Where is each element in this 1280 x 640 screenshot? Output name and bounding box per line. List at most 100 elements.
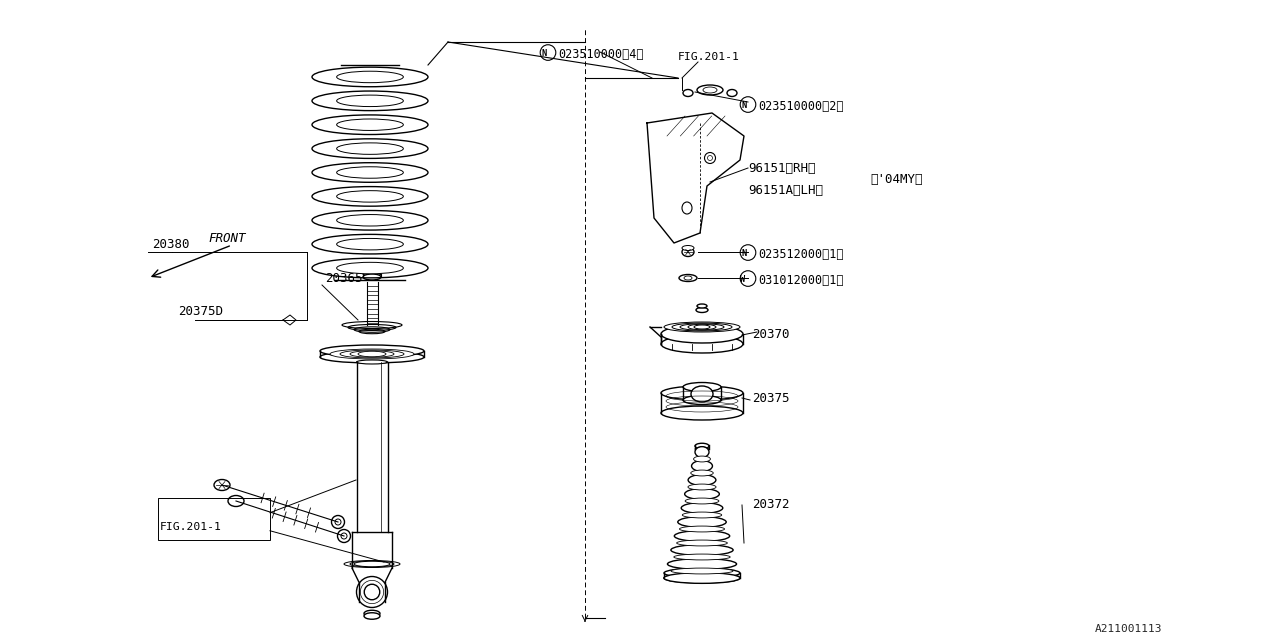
Ellipse shape bbox=[364, 612, 380, 620]
Ellipse shape bbox=[681, 502, 723, 513]
Ellipse shape bbox=[691, 461, 713, 471]
Ellipse shape bbox=[660, 386, 742, 400]
Ellipse shape bbox=[687, 484, 716, 490]
Ellipse shape bbox=[682, 512, 722, 518]
Text: N: N bbox=[741, 248, 746, 257]
Ellipse shape bbox=[337, 71, 403, 83]
Ellipse shape bbox=[682, 202, 692, 214]
Ellipse shape bbox=[337, 119, 403, 131]
Ellipse shape bbox=[664, 573, 740, 583]
Ellipse shape bbox=[664, 322, 740, 332]
Ellipse shape bbox=[684, 383, 721, 392]
Circle shape bbox=[704, 152, 716, 163]
Text: 20375: 20375 bbox=[753, 392, 790, 405]
Ellipse shape bbox=[695, 447, 709, 451]
Text: 20370: 20370 bbox=[753, 328, 790, 341]
Ellipse shape bbox=[691, 386, 713, 402]
Text: 20375D: 20375D bbox=[178, 305, 223, 318]
Text: N: N bbox=[541, 49, 547, 58]
Ellipse shape bbox=[337, 143, 403, 154]
Ellipse shape bbox=[364, 274, 381, 280]
Circle shape bbox=[740, 97, 755, 113]
Ellipse shape bbox=[660, 335, 742, 353]
Text: －'04MY〉: －'04MY〉 bbox=[870, 173, 923, 186]
Ellipse shape bbox=[698, 304, 707, 308]
Circle shape bbox=[338, 529, 351, 543]
Ellipse shape bbox=[703, 87, 717, 93]
Ellipse shape bbox=[664, 573, 740, 583]
Ellipse shape bbox=[357, 360, 388, 364]
Ellipse shape bbox=[680, 526, 724, 532]
Ellipse shape bbox=[660, 325, 742, 343]
Ellipse shape bbox=[664, 568, 740, 578]
Text: FRONT: FRONT bbox=[209, 232, 246, 245]
Ellipse shape bbox=[691, 470, 713, 476]
Ellipse shape bbox=[680, 324, 724, 330]
Ellipse shape bbox=[337, 239, 403, 250]
Text: N: N bbox=[741, 100, 746, 109]
Ellipse shape bbox=[678, 516, 726, 527]
Ellipse shape bbox=[671, 545, 733, 556]
Ellipse shape bbox=[698, 85, 723, 95]
Text: 023510000（2）: 023510000（2） bbox=[758, 100, 844, 113]
Text: A211001113: A211001113 bbox=[1094, 624, 1162, 634]
Ellipse shape bbox=[364, 271, 381, 276]
Text: FIG.201-1: FIG.201-1 bbox=[160, 522, 221, 532]
Text: 20380: 20380 bbox=[152, 238, 189, 251]
Text: W: W bbox=[740, 275, 745, 284]
Bar bbox=[157, 498, 270, 540]
Ellipse shape bbox=[678, 275, 698, 282]
Ellipse shape bbox=[689, 324, 716, 330]
Ellipse shape bbox=[684, 276, 692, 280]
Ellipse shape bbox=[340, 350, 404, 358]
Ellipse shape bbox=[228, 495, 244, 506]
Ellipse shape bbox=[337, 214, 403, 226]
Ellipse shape bbox=[727, 90, 737, 97]
Text: 023512000（1）: 023512000（1） bbox=[758, 248, 844, 261]
Ellipse shape bbox=[337, 262, 403, 274]
Text: 96151〈RH〉: 96151〈RH〉 bbox=[748, 162, 815, 175]
Ellipse shape bbox=[358, 351, 387, 356]
Text: 031012000（1）: 031012000（1） bbox=[758, 274, 844, 287]
Ellipse shape bbox=[337, 95, 403, 107]
Ellipse shape bbox=[344, 561, 401, 568]
Ellipse shape bbox=[689, 475, 716, 485]
Text: 20365: 20365 bbox=[325, 272, 362, 285]
Ellipse shape bbox=[667, 559, 736, 570]
Text: FIG.201-1: FIG.201-1 bbox=[678, 52, 740, 62]
Ellipse shape bbox=[330, 349, 413, 359]
Ellipse shape bbox=[671, 568, 733, 574]
Ellipse shape bbox=[684, 396, 721, 404]
Ellipse shape bbox=[694, 325, 710, 329]
Circle shape bbox=[357, 577, 388, 607]
Ellipse shape bbox=[685, 498, 719, 504]
Ellipse shape bbox=[682, 246, 694, 250]
Ellipse shape bbox=[660, 406, 742, 420]
Ellipse shape bbox=[675, 531, 730, 541]
Circle shape bbox=[365, 584, 380, 600]
Ellipse shape bbox=[337, 167, 403, 178]
Ellipse shape bbox=[682, 248, 694, 257]
Ellipse shape bbox=[694, 456, 710, 462]
Text: 20372: 20372 bbox=[753, 498, 790, 511]
Circle shape bbox=[740, 271, 755, 286]
Ellipse shape bbox=[672, 323, 732, 331]
Ellipse shape bbox=[320, 351, 424, 363]
Ellipse shape bbox=[337, 191, 403, 202]
Ellipse shape bbox=[364, 611, 380, 617]
Ellipse shape bbox=[673, 554, 730, 560]
Ellipse shape bbox=[349, 351, 394, 357]
Circle shape bbox=[332, 515, 344, 529]
Ellipse shape bbox=[685, 489, 719, 499]
Ellipse shape bbox=[695, 447, 709, 458]
Ellipse shape bbox=[320, 345, 424, 357]
Text: 96151A〈LH〉: 96151A〈LH〉 bbox=[748, 184, 823, 197]
Ellipse shape bbox=[695, 444, 709, 449]
Ellipse shape bbox=[349, 561, 394, 567]
Ellipse shape bbox=[214, 479, 230, 490]
Text: 023510000（4）: 023510000（4） bbox=[558, 48, 644, 61]
Ellipse shape bbox=[696, 307, 708, 312]
Ellipse shape bbox=[355, 561, 390, 567]
Circle shape bbox=[740, 244, 755, 260]
Circle shape bbox=[540, 45, 556, 60]
